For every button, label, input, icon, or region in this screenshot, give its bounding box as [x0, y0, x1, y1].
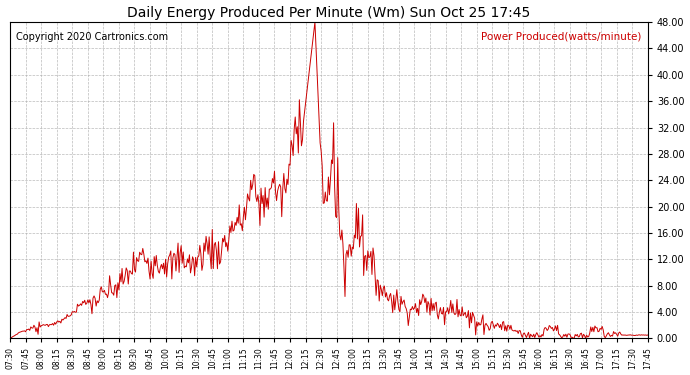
Text: Power Produced(watts/minute): Power Produced(watts/minute)	[481, 32, 642, 42]
Title: Daily Energy Produced Per Minute (Wm) Sun Oct 25 17:45: Daily Energy Produced Per Minute (Wm) Su…	[127, 6, 531, 20]
Text: Copyright 2020 Cartronics.com: Copyright 2020 Cartronics.com	[17, 32, 168, 42]
